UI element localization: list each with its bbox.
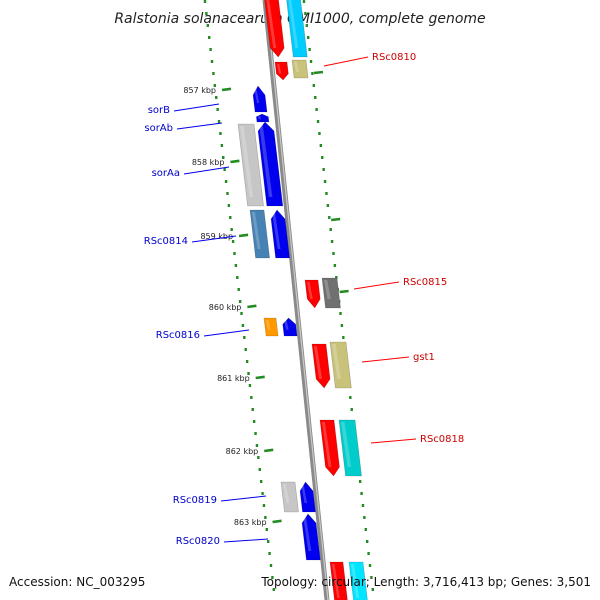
gene-leader-line — [220, 495, 267, 502]
gene-feature-rsc0820[interactable] — [301, 513, 321, 561]
scale-tick-label: 859 kbp — [200, 232, 233, 241]
gene-feature-gst1-khaki[interactable] — [329, 341, 352, 389]
gene-leader-line — [353, 281, 400, 290]
scale-tick-label: 860 kbp — [209, 303, 242, 312]
gene-feature-rsc0818-red[interactable] — [319, 419, 340, 477]
gene-feature-rsc0814[interactable] — [270, 209, 290, 259]
gene-label-left[interactable]: sorAb — [144, 123, 173, 134]
gene-label-left[interactable]: RSc0819 — [173, 495, 217, 506]
outer-dotted-ring — [203, 0, 374, 591]
gene-feature-top-red[interactable] — [264, 0, 285, 58]
gene-leader-line — [370, 438, 417, 444]
scale-tick-mark — [221, 87, 232, 92]
genome-backbone — [262, 0, 330, 600]
gene-leader-line — [323, 56, 369, 67]
gene-feature-sorAa[interactable] — [257, 121, 284, 207]
scale-tick-mark — [255, 375, 265, 380]
gene-feature-rsc0815-red[interactable] — [304, 279, 321, 309]
gene-feature-sorAb[interactable] — [256, 113, 270, 123]
scale-tick-mark — [272, 519, 282, 524]
gene-feature-rsc0810-khaki[interactable] — [291, 59, 309, 79]
gene-label-left[interactable]: RSc0816 — [156, 330, 200, 341]
scale-tick-label: 857 kbp — [183, 86, 216, 95]
gene-label-right[interactable]: gst1 — [413, 352, 435, 363]
gene-label-right[interactable]: RSc0810 — [372, 52, 416, 63]
gene-feature-rsc0814-steel[interactable] — [249, 209, 270, 259]
gene-features — [237, 0, 368, 600]
gene-label-left[interactable]: sorAa — [152, 168, 180, 179]
scale-ticks: 857 kbp 858 kbp 859 kbp 860 kbp 861 kbp 862 k… — [183, 70, 349, 527]
gene-feature-rsc0810-red[interactable] — [274, 61, 289, 81]
gene-label-right[interactable]: RSc0818 — [420, 434, 464, 445]
gene-leader-line — [173, 103, 220, 112]
scale-tick-label: 862 kbp — [226, 447, 259, 456]
gene-feature-rsc0815-grey[interactable] — [321, 277, 341, 309]
scale-tick-mark — [230, 159, 240, 164]
gene-leader-line — [176, 122, 223, 130]
gene-feature-sorB[interactable] — [252, 85, 268, 113]
gene-leader-line — [203, 329, 250, 337]
gene-leader-line — [183, 166, 230, 175]
accession-text: Accession: NC_003295 — [9, 575, 145, 589]
gene-feature-bottom-cyan[interactable] — [348, 561, 368, 600]
gene-feature-rsc0818-cyan[interactable] — [338, 419, 362, 477]
gene-feature-rsc0819-grey[interactable] — [280, 481, 299, 513]
gene-leader-line — [191, 235, 237, 243]
gene-feature-grey-left[interactable] — [237, 123, 264, 207]
gene-feature-rsc0819[interactable] — [299, 481, 316, 513]
gene-feature-orange[interactable] — [263, 317, 279, 337]
scale-tick-label: 861 kbp — [217, 374, 250, 383]
gene-label-left[interactable]: RSc0820 — [176, 536, 220, 547]
scale-tick-label: 858 kbp — [192, 158, 225, 167]
gene-leader-line — [361, 356, 410, 363]
scale-tick-mark — [238, 233, 249, 238]
gene-label-left[interactable]: RSc0814 — [144, 236, 188, 247]
gene-label-right[interactable]: RSc0815 — [403, 277, 447, 288]
scale-tick-mark — [247, 304, 257, 309]
gene-feature-top-cyan[interactable] — [286, 0, 308, 58]
gene-feature-gst1-red[interactable] — [311, 343, 331, 389]
scale-tick-label: 863 kbp — [234, 518, 267, 527]
gene-feature-rsc0816[interactable] — [282, 317, 298, 337]
gene-leader-line — [223, 538, 269, 543]
genome-summary-text: Topology: circular; Length: 3,716,413 bp… — [260, 575, 591, 589]
gene-labels: sorB sorAb sorAa RSc0814 RSc0816 RSc0819 RSc08… — [144, 52, 465, 547]
gene-feature-bottom-red[interactable] — [329, 561, 348, 600]
gene-label-left[interactable]: sorB — [148, 105, 170, 116]
scale-tick-mark — [264, 448, 274, 453]
